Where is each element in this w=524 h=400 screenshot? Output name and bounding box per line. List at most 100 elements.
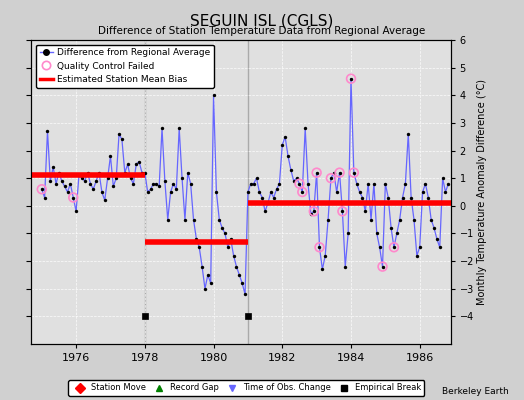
Point [332,189,341,195]
Point [106,153,115,159]
Point [232,264,241,270]
Point [140,170,149,176]
Point [201,286,209,292]
Point [341,264,350,270]
Point [129,180,138,187]
Point [355,189,364,195]
Point [241,291,249,298]
Point [364,180,373,187]
Point [204,272,212,278]
Point [46,178,54,184]
Point [238,280,246,286]
Point [424,194,432,201]
Point [92,178,100,184]
Point [344,230,352,237]
Point [335,170,344,176]
Point [312,170,321,176]
Text: Difference of Station Temperature Data from Regional Average: Difference of Station Temperature Data f… [99,26,425,36]
Legend: Difference from Regional Average, Quality Control Failed, Estimated Station Mean: Difference from Regional Average, Qualit… [36,44,214,88]
Point [295,180,303,187]
Point [138,170,146,176]
Text: Berkeley Earth: Berkeley Earth [442,387,508,396]
Point [278,142,287,148]
Point [81,178,89,184]
Point [258,194,266,201]
Point [427,216,435,223]
Point [435,244,444,250]
Point [390,244,398,250]
Point [255,189,264,195]
Point [375,244,384,250]
Point [89,186,97,192]
Point [118,136,126,143]
Point [195,244,203,250]
Point [264,200,272,206]
Point [295,180,303,187]
Point [430,225,438,231]
Point [78,175,86,181]
Point [52,180,60,187]
Point [315,244,324,250]
Point [392,230,401,237]
Point [353,180,361,187]
Point [287,167,295,173]
Point [327,175,335,181]
Point [321,252,330,259]
Point [40,194,49,201]
Point [146,186,155,192]
Point [97,189,106,195]
Point [183,170,192,176]
Point [290,178,298,184]
Point [284,153,292,159]
Point [187,180,195,187]
Point [347,76,355,82]
Point [224,244,232,250]
Point [226,236,235,242]
Point [272,186,281,192]
Point [181,216,189,223]
Point [338,208,346,214]
Point [152,180,160,187]
Point [155,183,163,190]
Point [401,180,410,187]
Point [103,175,112,181]
Point [158,125,166,132]
Point [433,236,441,242]
Point [60,183,69,190]
Point [72,208,80,214]
Point [83,170,92,176]
Point [275,180,283,187]
Point [347,76,355,82]
Point [144,189,152,195]
Point [387,225,395,231]
Point [69,194,78,201]
Point [210,92,218,98]
Point [121,170,129,176]
Point [247,180,255,187]
Point [38,186,46,192]
Point [327,175,335,181]
Point [63,189,72,195]
Point [135,158,143,165]
Point [312,170,321,176]
Point [407,194,416,201]
Text: SEGUIN ISL (CGLS): SEGUIN ISL (CGLS) [190,14,334,29]
Point [350,170,358,176]
Point [361,208,369,214]
Point [421,180,430,187]
Point [310,208,318,214]
Point [49,164,58,170]
Point [396,216,404,223]
Point [178,175,186,181]
Point [441,189,450,195]
Point [370,180,378,187]
Point [109,183,117,190]
Point [66,180,74,187]
Point [261,208,269,214]
Point [381,180,389,187]
Point [218,225,226,231]
Point [378,264,387,270]
Point [115,131,123,137]
Point [404,131,412,137]
Point [126,175,135,181]
